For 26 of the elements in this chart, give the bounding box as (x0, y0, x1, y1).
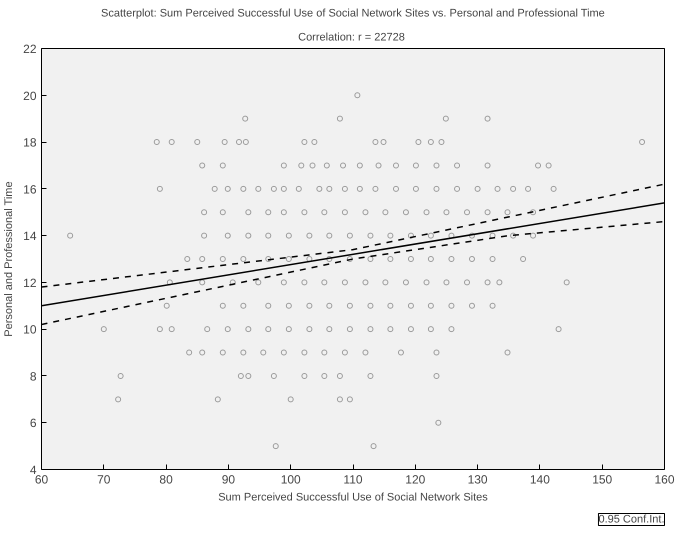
x-tick-label: 150 (592, 472, 613, 486)
y-tick-label: 18 (23, 136, 37, 150)
x-tick-label: 60 (34, 472, 48, 486)
x-axis-title: Sum Perceived Successful Use of Social Network Sites (218, 492, 488, 504)
y-tick-label: 4 (30, 463, 37, 477)
y-tick-label: 22 (23, 42, 37, 56)
x-tick-label: 120 (405, 472, 426, 486)
y-tick-label: 14 (23, 229, 37, 244)
y-tick-label: 6 (30, 416, 37, 430)
chart-subtitle: Correlation: r = 22728 (298, 32, 405, 44)
y-tick-label: 16 (23, 182, 37, 196)
chart-title: Scatterplot: Sum Perceived Successful Use of Social Network Sites vs. Personal and Professional Time (101, 8, 605, 20)
x-tick-label: 100 (280, 472, 302, 486)
x-tick-label: 90 (222, 472, 236, 486)
y-tick-label: 12 (23, 276, 37, 290)
x-tick-label: 160 (654, 472, 675, 486)
y-tick-label: 8 (30, 369, 37, 384)
x-tick-label: 130 (468, 472, 488, 486)
x-tick-label: 140 (530, 472, 550, 486)
y-tick-label: 20 (23, 88, 37, 103)
x-tick-label: 70 (97, 472, 111, 486)
x-tick-label: 80 (159, 472, 174, 486)
y-tick-label: 10 (23, 322, 37, 337)
text: 0.95 Conf.Int. (598, 514, 665, 526)
x-tick-label: 110 (343, 472, 363, 486)
y-axis-title: Personal and Professional Time (3, 181, 16, 337)
